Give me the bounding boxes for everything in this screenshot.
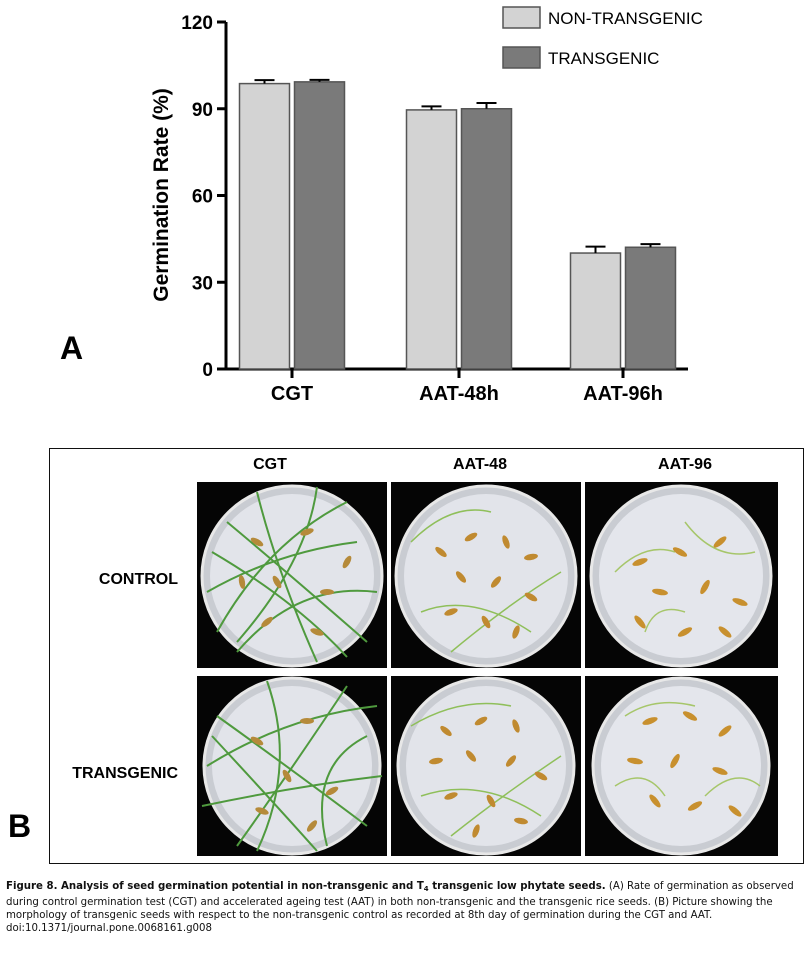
photo-transgenic-aat-48 (391, 676, 581, 856)
x-tick-label: AAT-48h (419, 383, 499, 405)
y-tick-label: 0 (202, 360, 213, 381)
petri-dish-image (589, 484, 773, 668)
legend-swatch (502, 6, 541, 29)
bar-transgenic (460, 108, 513, 370)
petri-dish-image (396, 676, 576, 856)
x-tick-label: AAT-96h (583, 383, 663, 405)
petri-dish-image (201, 676, 383, 856)
bar-chart: 0 30 60 90 120 CGT AAT-48h AAT-96h NON-TRANSGE… (150, 6, 703, 405)
caption-title-subscript: 4 (423, 885, 429, 893)
row-label-transgenic: TRANSGENIC (72, 765, 178, 782)
bar-transgenic (624, 246, 677, 370)
caption-body: (A) Rate of germination as observed duri… (6, 881, 794, 921)
y-tick-label: 90 (192, 100, 213, 121)
column-label-cgt: CGT (253, 456, 287, 473)
legend-swatch (502, 46, 541, 69)
caption-doi: doi:10.1371/journal.pone.0068161.g008 (6, 923, 213, 934)
legend-label: NON-TRANSGENIC (548, 9, 703, 28)
x-axis: CGT AAT-48h AAT-96h (225, 367, 688, 405)
bar-non-transgenic (405, 109, 458, 370)
petri-dish-image (591, 676, 771, 856)
y-axis: 0 30 60 90 120 (181, 13, 228, 381)
photo-control-aat-48 (391, 482, 581, 668)
caption-title: Figure 8. Analysis of seed germination p… (6, 881, 606, 893)
y-tick-label: 30 (192, 273, 213, 294)
panel-a-label: A (60, 330, 84, 366)
photo-control-cgt (197, 482, 387, 668)
bars (238, 78, 677, 370)
column-label-aat-48: AAT-48 (453, 456, 507, 473)
bar-transgenic (293, 81, 346, 370)
y-tick-label: 120 (181, 13, 213, 34)
column-label-aat-96: AAT-96 (658, 456, 712, 473)
panel-b-label: B (8, 808, 32, 844)
petri-dish-image (394, 484, 578, 668)
caption-title-prefix: Figure 8. Analysis of seed germination p… (6, 881, 424, 892)
row-label-control: CONTROL (98, 571, 178, 588)
photo-transgenic-cgt (197, 676, 387, 856)
x-tick-label: CGT (271, 383, 313, 405)
caption-title-suffix: transgenic low phytate seeds. (428, 881, 606, 892)
bar-non-transgenic (238, 82, 291, 370)
photo-transgenic-aat-96 (585, 676, 778, 856)
y-axis-label: Germination Rate (%) (150, 88, 173, 302)
bar-non-transgenic (569, 252, 622, 370)
legend-label: TRANSGENIC (548, 49, 659, 68)
photo-control-aat-96 (585, 482, 778, 668)
legend: NON-TRANSGENIC TRANSGENIC (502, 6, 703, 69)
petri-dish-image (200, 484, 384, 668)
figure-caption: Figure 8. Analysis of seed germination p… (6, 880, 802, 935)
y-tick-label: 60 (192, 187, 213, 208)
